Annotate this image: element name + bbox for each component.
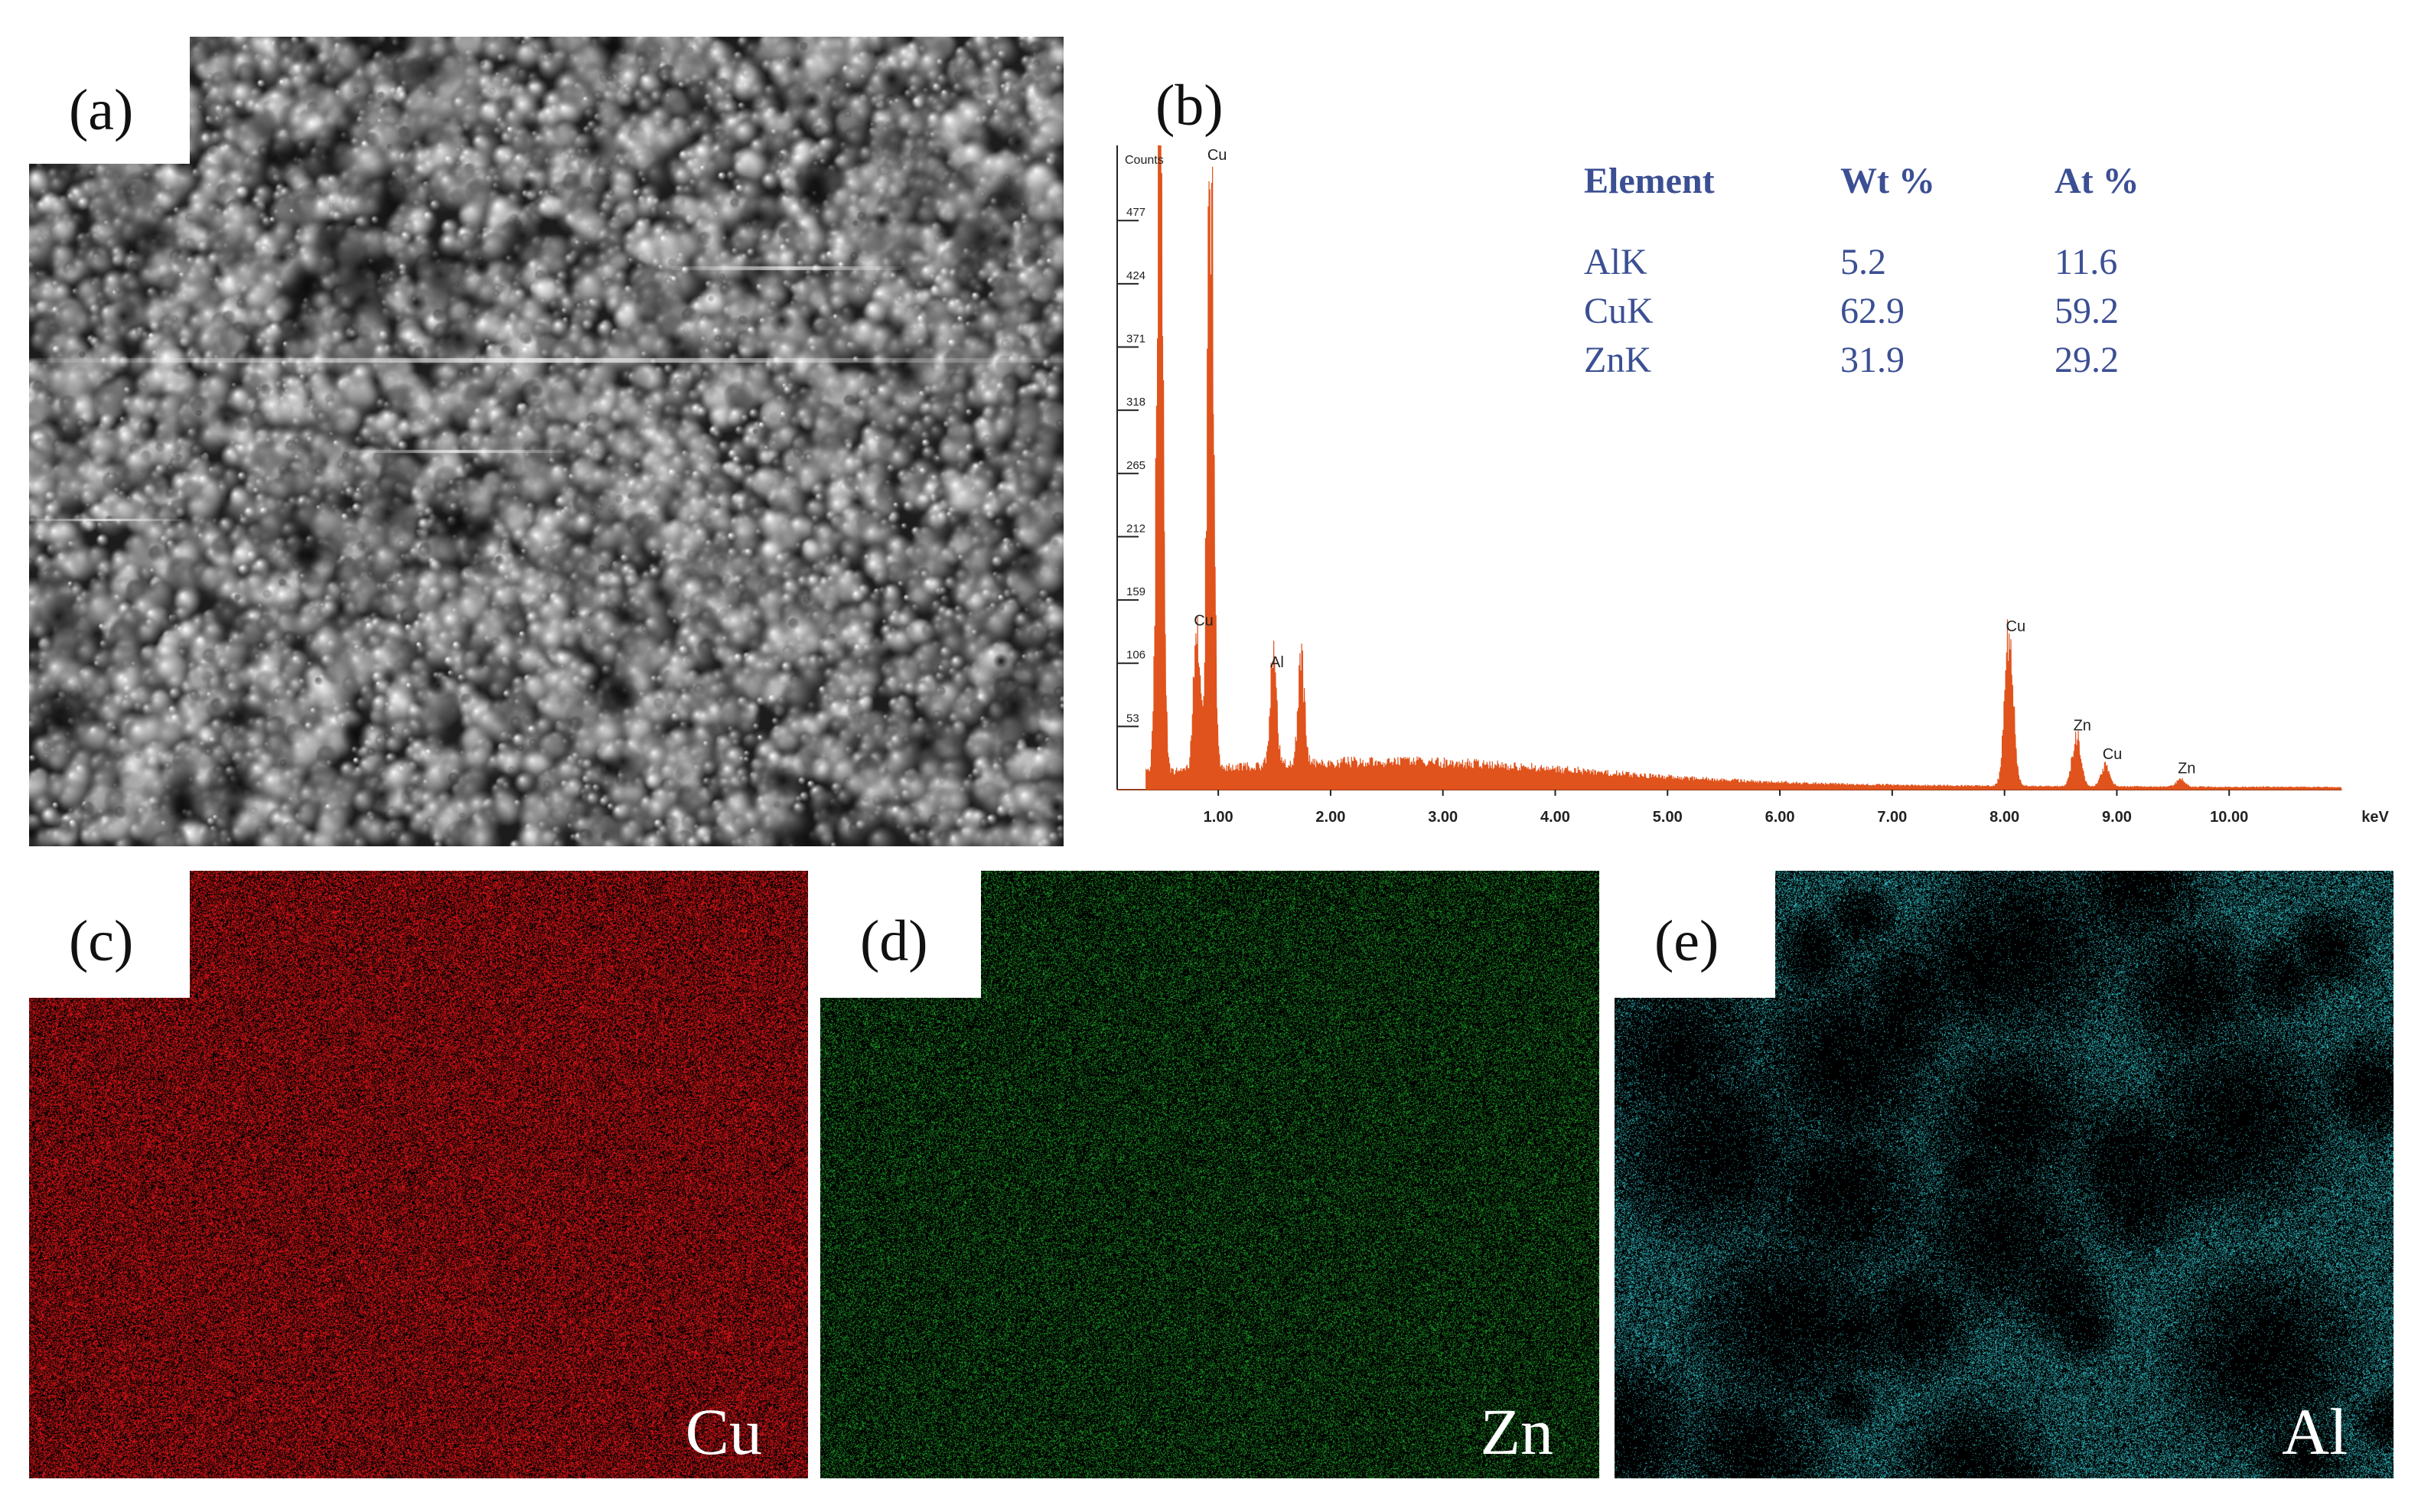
panel-label-d: (d) [860, 909, 928, 973]
eds-spectrum-chart: 1.00 2.00 3.00 4.00 5.00 6.00 7.00 8.00 9.00 10.0… [1102, 145, 2395, 849]
y-tick-label: 477 [1126, 206, 1145, 219]
x-tick-label: 2.00 [1315, 809, 1345, 826]
table-cell: 31.9 [1840, 340, 1905, 380]
label-notch [29, 37, 190, 164]
x-tick-label: 4.00 [1540, 809, 1570, 826]
al-map-panel: (e) Al [1615, 871, 2394, 1478]
y-tick-label: 53 [1126, 712, 1139, 725]
peak-label: Cu [2006, 618, 2026, 635]
x-tick-label: 7.00 [1877, 809, 1907, 826]
panel-label-c: (c) [69, 909, 134, 973]
y-tick-label: 106 [1126, 649, 1145, 662]
panel-label-e: (e) [1654, 909, 1719, 973]
x-tick-label: 8.00 [1989, 809, 2019, 826]
table-cell: 5.2 [1840, 242, 1886, 282]
spectrum-series [1117, 145, 2342, 790]
peak-label: Cu [1194, 612, 1214, 629]
table-cell: CuK [1584, 291, 1654, 331]
x-tick-label: 1.00 [1204, 809, 1233, 826]
cu-map-panel: (c) Cu [29, 871, 808, 1478]
table-cell: AlK [1584, 242, 1647, 282]
y-tick-label: 265 [1126, 459, 1145, 472]
table-cell: 62.9 [1840, 291, 1905, 331]
peak-label: Cu [1207, 147, 1227, 164]
x-axis-label: keV [2361, 809, 2389, 826]
sem-micrograph [29, 37, 1064, 846]
y-tick-label: 159 [1126, 585, 1145, 598]
eds-spectrum-svg: 1.00 2.00 3.00 4.00 5.00 6.00 7.00 8.00 9.00 10.0… [1116, 145, 2389, 826]
x-tick-label: 10.00 [2210, 809, 2248, 826]
table-header: Element [1584, 161, 1715, 201]
panel-label-a: (a) [69, 78, 134, 142]
label-notch [29, 871, 190, 998]
panel-label-b: (b) [1155, 73, 1224, 138]
table-header: At % [2055, 161, 2139, 201]
x-tick-label: 9.00 [2102, 809, 2132, 826]
x-tick-label: 6.00 [1765, 809, 1795, 826]
map-element-label-al: Al [2282, 1395, 2348, 1468]
y-axis-label: Counts [1125, 154, 1164, 167]
peak-label: Cu [2103, 746, 2123, 763]
peak-label: Zn [2178, 761, 2195, 777]
table-cell: ZnK [1584, 340, 1651, 380]
table-cell: 11.6 [2055, 242, 2117, 282]
table-cell: 29.2 [2055, 340, 2119, 380]
label-notch [1615, 871, 1775, 998]
y-tick-label: 318 [1126, 396, 1145, 409]
y-tick-label: 212 [1126, 522, 1145, 535]
y-tick-label: 424 [1126, 269, 1145, 282]
label-notch [820, 871, 981, 998]
map-element-label-cu: Cu [685, 1395, 762, 1468]
peak-label: Al [1270, 654, 1284, 671]
table-cell: 59.2 [2055, 291, 2119, 331]
zn-map-panel: (d) Zn [820, 871, 1599, 1478]
x-tick-label: 3.00 [1428, 809, 1458, 826]
x-tick-label: 5.00 [1653, 809, 1683, 826]
map-element-label-zn: Zn [1480, 1395, 1553, 1468]
table-header: Wt % [1840, 161, 1935, 201]
sem-image-panel: (a) [29, 37, 1064, 846]
y-tick-label: 371 [1126, 333, 1145, 346]
peak-label: Zn [2074, 718, 2091, 735]
